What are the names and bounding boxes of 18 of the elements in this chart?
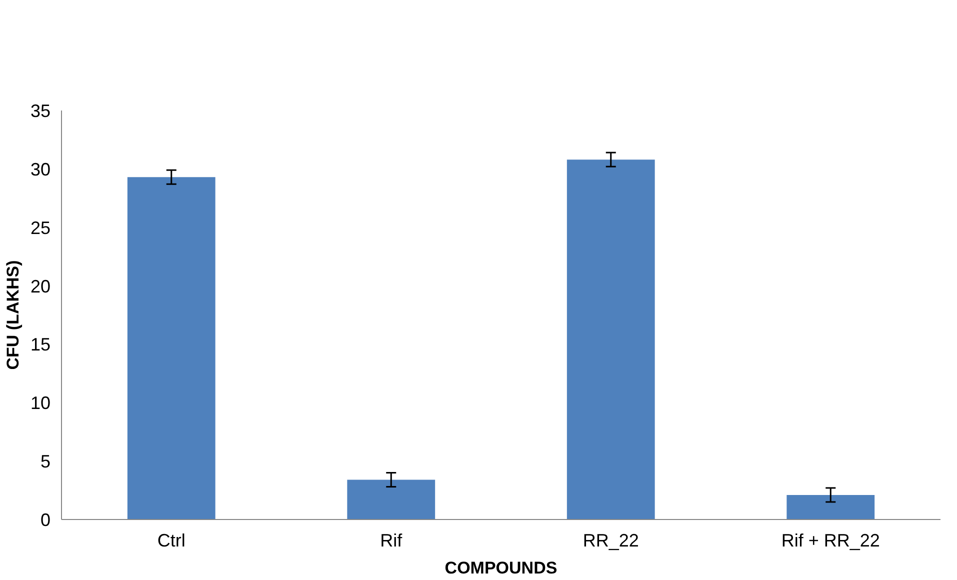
bar [347,480,436,520]
x-tick-label: Rif [380,530,404,550]
y-tick-label: 5 [40,452,51,472]
x-tick-label: RR_22 [582,530,639,550]
y-tick-label: 10 [30,393,51,414]
x-tick-label: Ctrl [157,530,186,550]
x-axis-title: COMPOUNDS [444,558,558,578]
bar [127,177,216,520]
y-tick-label: 30 [30,159,51,180]
y-tick-label: 25 [30,218,51,238]
y-tick-label: 35 [30,101,51,121]
y-tick-label: 20 [30,276,51,296]
bar [786,494,875,520]
x-tick-label: Rif + RR_22 [781,530,880,550]
bar [566,160,655,520]
y-tick-label: 0 [40,510,51,530]
y-tick-label: 15 [30,334,51,355]
y-axis-title: CFU (LAKHS) [3,260,22,370]
